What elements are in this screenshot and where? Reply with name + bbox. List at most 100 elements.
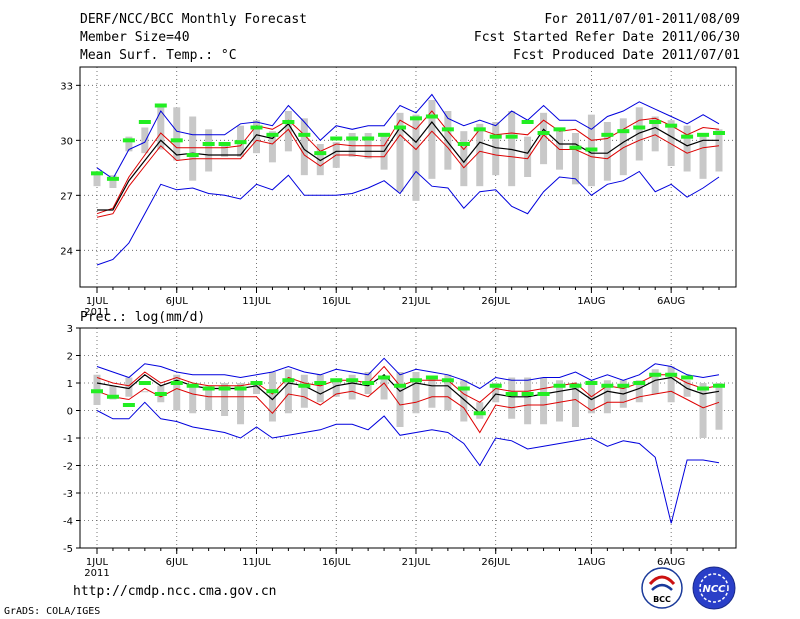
spread-bar (524, 377, 532, 425)
spread-bar (316, 374, 324, 403)
observed-marker (409, 116, 422, 121)
spread-bar (635, 380, 643, 403)
spread-bar (412, 114, 420, 201)
spread-bar (173, 107, 181, 161)
observed-marker (266, 132, 279, 137)
spread-bar (268, 372, 276, 422)
spread-bar (571, 383, 579, 427)
spread-bar (619, 118, 627, 176)
series-line-min (96, 170, 720, 266)
spread-bar (428, 377, 436, 408)
spread-bar (603, 122, 611, 181)
spread-bar (444, 374, 452, 411)
observed-marker (346, 136, 359, 141)
observed-marker (106, 394, 119, 399)
observed-marker (250, 381, 263, 385)
series-line-mean (96, 374, 720, 415)
spread-bar (252, 383, 260, 394)
temperature-panel: 24 27 30 33 1JUL 6JUL 11JUL 16JUL 21JUL 26JUL 1AUG… (60, 66, 737, 318)
spread-bar (508, 111, 516, 187)
x-tick-label: 26JUL (481, 296, 510, 307)
plot-frame (79, 66, 737, 288)
source-url[interactable]: http://cmdp.ncc.cma.gov.cn (73, 584, 277, 599)
observed-marker (569, 145, 582, 150)
spread-bar (715, 129, 723, 172)
spread-bar (508, 377, 516, 419)
observed-marker (521, 120, 534, 124)
spread-bar (316, 144, 324, 176)
x-tick-label: 11JUL (242, 557, 271, 568)
x-tick-label: 16JUL (322, 296, 351, 307)
spread-bar (667, 120, 675, 166)
y-tick-label: 0 (67, 407, 73, 418)
spread-bar (540, 112, 548, 165)
spread-bar (699, 383, 707, 438)
observed-marker (537, 131, 550, 135)
spread-bar (205, 129, 213, 172)
observed-marker (585, 147, 598, 152)
x-tick-label: 21JUL (402, 557, 431, 568)
spread-bar (476, 123, 484, 187)
spread-bar (396, 372, 404, 427)
observed-marker (362, 381, 375, 385)
observed-marker (489, 383, 502, 388)
spread-bar (699, 133, 707, 179)
spread-bar (221, 383, 229, 416)
spread-bar (540, 377, 548, 425)
observed-marker (665, 372, 678, 377)
spread-bar (380, 377, 388, 400)
observed-marker (585, 381, 598, 385)
spread-bar (635, 107, 643, 161)
observed-marker (202, 142, 215, 146)
spread-bar (300, 118, 308, 176)
observed-marker (298, 383, 311, 388)
y-tick-label: 30 (60, 136, 73, 147)
observed-marker (378, 375, 391, 380)
spread-bar (571, 133, 579, 185)
x-tick-label: 1AUG (577, 557, 605, 568)
spread-bar (109, 385, 117, 400)
observed-marker (521, 392, 534, 396)
observed-marker (489, 134, 502, 139)
spread-bar (715, 383, 723, 430)
y-tick-label: 1 (67, 379, 73, 390)
observed-marker (441, 378, 454, 383)
observed-marker (617, 383, 630, 388)
spread-bar (444, 111, 452, 170)
x-tick-label: 6AUG (657, 557, 685, 568)
spread-bar (428, 100, 436, 179)
spread-bar (284, 369, 292, 414)
observed-marker (330, 378, 343, 383)
chart-title: DERF/NCC/BCC Monthly Forecast (80, 12, 307, 27)
x-tick-label: 1JUL (86, 557, 109, 568)
x-tick-label: 21JUL (402, 296, 431, 307)
spread-bar (173, 374, 181, 411)
spread-bar (348, 374, 356, 400)
spread-bar (141, 127, 149, 154)
observed-marker (457, 142, 470, 146)
precip-panel-title: Prec.: log(mm/d) (80, 310, 206, 325)
observed-marker (234, 140, 247, 145)
ncc-logo-text: NCC (702, 584, 726, 595)
y-tick-label: 24 (60, 246, 73, 257)
observed-marker (505, 134, 518, 139)
observed-marker (346, 378, 359, 383)
spread-bar (109, 175, 117, 188)
bcc-logo-text: BCC (653, 595, 671, 604)
observed-marker (505, 392, 518, 396)
spread-bar (189, 116, 197, 181)
observed-marker (91, 389, 103, 394)
observed-marker (394, 383, 407, 388)
observed-marker (330, 136, 343, 141)
observed-marker (362, 136, 375, 141)
observed-marker (314, 151, 327, 156)
observed-marker (106, 176, 119, 181)
spread-bar (524, 136, 532, 177)
grads-credit: GrADS: COLA/IGES (4, 606, 101, 617)
produced-date: Fcst Produced Date 2011/07/01 (513, 48, 740, 63)
spread-bar (252, 120, 260, 154)
observed-marker (633, 125, 646, 130)
spread-bar (651, 369, 659, 394)
observed-marker (218, 142, 231, 146)
